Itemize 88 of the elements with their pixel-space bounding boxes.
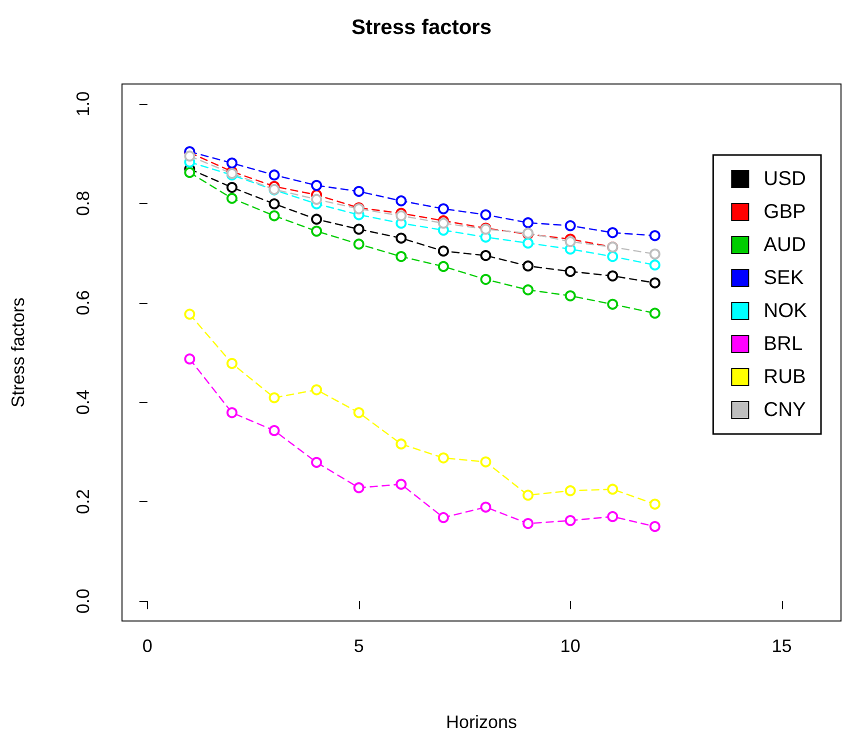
legend-label: SEK	[764, 267, 804, 289]
point	[268, 392, 280, 404]
point	[649, 248, 660, 260]
point	[311, 194, 322, 205]
point	[480, 456, 492, 468]
point	[649, 259, 660, 270]
point	[564, 266, 576, 277]
point	[311, 180, 322, 191]
point	[607, 298, 618, 310]
point	[522, 217, 534, 228]
x-tick-label: 10	[560, 636, 580, 656]
y-tick-label: 0.4	[73, 390, 93, 415]
x-tick-label: 0	[142, 636, 152, 656]
point	[353, 186, 364, 197]
point	[607, 227, 618, 238]
point	[396, 251, 407, 262]
point	[396, 195, 407, 206]
point	[184, 308, 196, 320]
point	[311, 226, 322, 237]
point	[438, 452, 449, 464]
point	[396, 438, 407, 450]
legend-label: GBP	[764, 201, 806, 223]
point	[268, 198, 280, 210]
point	[438, 218, 449, 229]
point	[649, 277, 660, 288]
legend-label: CNY	[764, 399, 806, 421]
point	[311, 456, 322, 468]
legend-label: BRL	[764, 333, 803, 355]
point	[607, 484, 618, 495]
point	[480, 250, 492, 262]
point	[438, 203, 449, 214]
point	[522, 518, 534, 530]
point	[564, 220, 576, 232]
point	[184, 353, 196, 364]
point	[438, 246, 449, 257]
legend-label: RUB	[764, 366, 806, 388]
chart-title: Stress factors	[351, 16, 492, 39]
point	[226, 358, 238, 369]
point	[226, 407, 238, 418]
point	[268, 210, 280, 222]
y-axis-title: Stress factors	[8, 297, 28, 408]
point	[353, 407, 364, 418]
point	[268, 425, 280, 436]
y-tick-label: 0.2	[73, 489, 93, 514]
point	[564, 485, 576, 496]
point	[607, 251, 618, 262]
point	[649, 230, 660, 242]
point	[311, 214, 322, 225]
legend-label: USD	[764, 168, 806, 190]
point	[226, 182, 238, 193]
point	[564, 290, 576, 302]
point	[268, 169, 280, 180]
x-tick-label: 15	[772, 636, 792, 656]
point	[522, 490, 534, 501]
point	[311, 384, 322, 396]
point	[226, 192, 238, 204]
point	[649, 498, 660, 510]
point	[564, 236, 576, 248]
legend-label: NOK	[764, 300, 808, 322]
point	[438, 512, 449, 524]
point	[226, 158, 238, 169]
point	[396, 478, 407, 490]
point	[480, 502, 492, 513]
point	[396, 232, 407, 244]
legend-label: AUD	[764, 234, 806, 256]
point	[522, 260, 534, 272]
point	[353, 238, 364, 250]
point	[607, 511, 618, 522]
y-tick-label: 1.0	[73, 91, 93, 116]
point	[607, 270, 618, 282]
point	[480, 209, 492, 220]
y-tick-label: 0.0	[73, 588, 93, 614]
x-tick-label: 5	[354, 636, 364, 656]
point	[564, 515, 576, 526]
y-tick-label: 0.8	[73, 190, 93, 216]
point	[522, 284, 534, 296]
x-axis-title: Horizons	[446, 712, 518, 732]
point	[396, 210, 407, 222]
point	[184, 150, 196, 162]
point	[522, 238, 534, 249]
point	[649, 308, 660, 319]
point	[353, 224, 364, 235]
point	[353, 482, 364, 494]
point	[649, 521, 660, 532]
point	[438, 260, 449, 272]
point	[184, 167, 196, 178]
y-tick-label: 0.6	[73, 290, 93, 316]
point	[480, 274, 492, 285]
